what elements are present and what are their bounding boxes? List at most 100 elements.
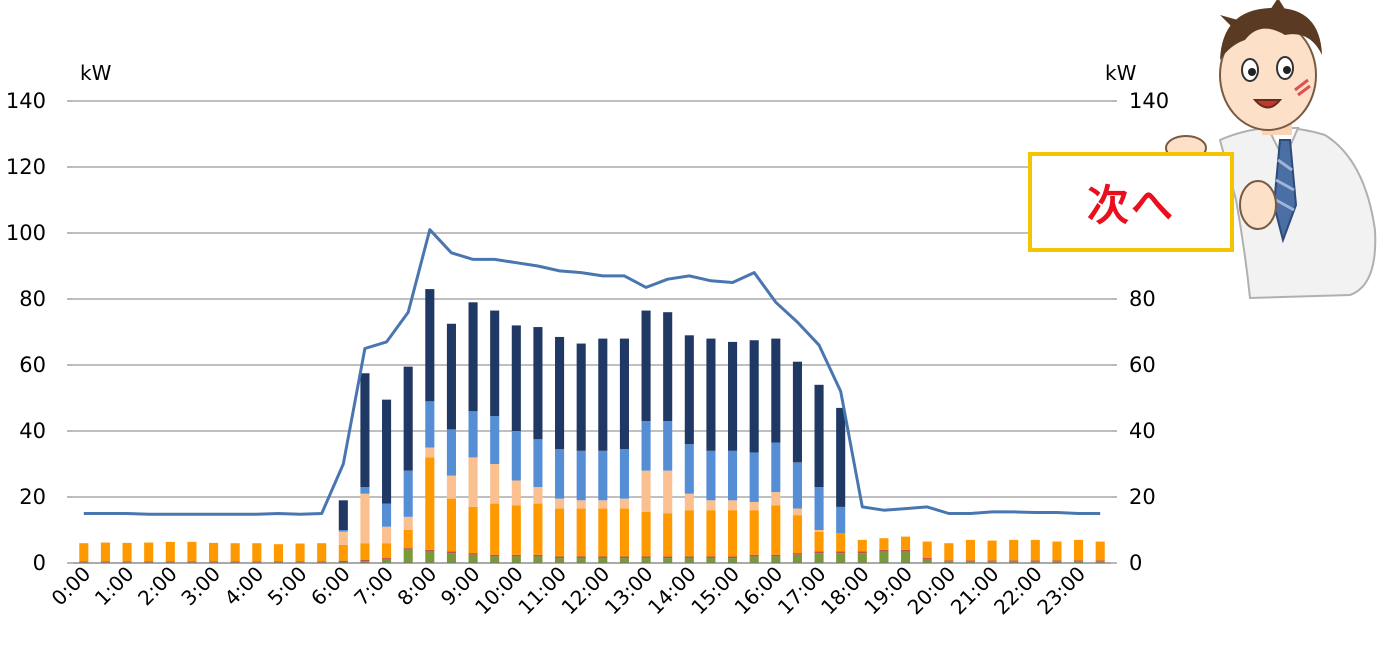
bar-segment <box>814 384 824 488</box>
bar-segment <box>684 510 694 557</box>
bar-segment <box>468 457 478 507</box>
bar-segment <box>749 556 759 563</box>
bar-segment <box>1052 561 1062 563</box>
bar-segment <box>814 531 824 552</box>
total-line <box>83 228 1101 516</box>
grid <box>73 100 1111 498</box>
bar-segment <box>403 516 413 530</box>
bar-segment <box>619 449 629 499</box>
bar-segment <box>857 553 867 563</box>
bar-segment <box>446 498 456 552</box>
x-tick-label: 2:00 <box>133 562 182 611</box>
bar-segment <box>295 543 305 562</box>
bar-segment <box>382 558 392 560</box>
bar-segment <box>382 543 392 559</box>
bar-segment <box>684 444 694 494</box>
x-tick-label: 5:00 <box>263 562 312 611</box>
bar-segment <box>360 487 370 494</box>
x-tick-label: 12:00 <box>557 562 615 620</box>
bar-segment <box>965 561 975 563</box>
bar-segment <box>490 310 500 417</box>
bar-segment <box>598 500 608 509</box>
x-tick-label: 11:00 <box>513 562 571 620</box>
x-tick-label: 15:00 <box>686 562 744 620</box>
bar-segment <box>879 551 889 563</box>
bar-segment <box>922 558 932 560</box>
bar-segment <box>490 416 500 464</box>
bar-segment <box>468 411 478 458</box>
bar-segment <box>619 338 629 450</box>
y-tick-label-left: 60 <box>19 353 46 377</box>
bar-segment <box>836 506 846 534</box>
bar-segment <box>273 544 283 562</box>
x-tick-label: 19:00 <box>859 562 917 620</box>
x-tick-label: 6:00 <box>306 562 355 611</box>
bar-segment <box>576 500 586 509</box>
bar-segment <box>749 501 759 511</box>
bar-segment <box>663 470 673 514</box>
bar-segment <box>728 510 738 557</box>
bar-segment <box>144 542 154 562</box>
bar-segment <box>576 450 586 501</box>
bar-segment <box>1052 541 1062 561</box>
bar-segment <box>922 559 932 563</box>
y-tick-label-left: 20 <box>19 485 46 509</box>
bar-segment <box>403 530 413 549</box>
bar-segment <box>230 561 240 563</box>
bar-segment <box>1009 539 1019 561</box>
businessman-holding-sign-icon <box>1165 0 1377 300</box>
bar-segment <box>836 551 846 554</box>
bar-segment <box>684 335 694 445</box>
bar-segment <box>792 462 802 509</box>
bar-segment <box>338 530 348 532</box>
bar-segment <box>728 556 738 559</box>
bar-segment <box>663 421 673 471</box>
bar-segment <box>187 541 197 562</box>
bar-segment <box>728 341 738 451</box>
next-button[interactable]: 次へ <box>1028 152 1234 252</box>
bar-segment <box>468 553 478 555</box>
bar-segment <box>1095 561 1105 563</box>
bar-segment <box>901 549 911 552</box>
bar-segment <box>1009 561 1019 563</box>
bar-segment <box>425 289 435 402</box>
bar-segment <box>576 508 586 557</box>
bar-segment <box>252 561 262 563</box>
bar-segment <box>490 554 500 557</box>
bar-segment <box>165 561 175 563</box>
bar-segment <box>598 508 608 557</box>
bar-segment <box>598 558 608 563</box>
x-tick-label: 21:00 <box>946 562 1004 620</box>
bar-segment <box>706 338 716 451</box>
bar-segment <box>1095 560 1105 562</box>
y-tick-label-right: 20 <box>1129 485 1156 509</box>
next-button-label: 次へ <box>1086 180 1175 230</box>
y-tick-label-right: 0 <box>1129 551 1142 575</box>
bar-segment <box>555 558 565 563</box>
y-tick-label-left: 100 <box>6 221 46 245</box>
bar-segment <box>360 561 370 563</box>
bar-segment <box>922 541 932 559</box>
bar-segment <box>273 561 283 563</box>
bar-segment <box>987 540 997 561</box>
bar-segment <box>425 551 435 563</box>
bar-segment <box>901 551 911 563</box>
bar-segment <box>533 556 543 563</box>
bar-segment <box>1030 539 1040 561</box>
bar-segment <box>706 558 716 563</box>
bar-segment <box>663 312 673 422</box>
bar-segment <box>317 543 327 562</box>
bar-segment <box>684 493 694 511</box>
bar-segment <box>879 549 889 552</box>
y-tick-label-left: 120 <box>6 155 46 179</box>
bar-segment <box>295 561 305 563</box>
bar-segment <box>749 554 759 557</box>
x-tick-label: 20:00 <box>903 562 961 620</box>
bar-segment <box>641 421 651 471</box>
bar-segment <box>165 541 175 562</box>
bar-segment <box>792 508 802 516</box>
x-tick-label: 7:00 <box>349 562 398 611</box>
bar-segment <box>100 542 110 562</box>
bar-segment <box>1074 539 1084 561</box>
y-tick-label-left: 140 <box>6 89 46 113</box>
